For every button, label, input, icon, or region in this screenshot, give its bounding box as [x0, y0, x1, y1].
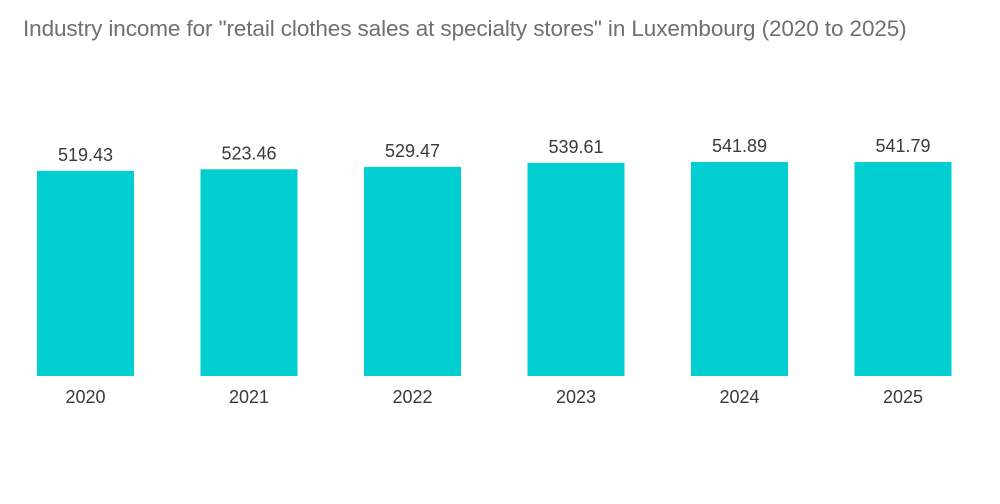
value-label-2024: 541.89 [712, 136, 767, 156]
bar-2025 [854, 162, 952, 376]
bar-2021 [200, 169, 298, 376]
value-label-2025: 541.79 [875, 136, 930, 156]
x-tick-label-2023: 2023 [556, 387, 596, 407]
value-label-2022: 529.47 [385, 141, 440, 161]
x-tick-label-2022: 2022 [392, 387, 432, 407]
value-label-2020: 519.43 [58, 145, 113, 165]
bars-group [37, 162, 952, 376]
bar-2020 [37, 170, 134, 376]
chart-title: Industry income for "retail clothes sale… [23, 16, 907, 41]
x-tick-label-2021: 2021 [229, 387, 269, 407]
x-tick-labels-group: 2020 2021 2022 2023 2024 2025 [65, 387, 923, 407]
x-tick-label-2020: 2020 [65, 387, 105, 407]
bar-2023 [527, 162, 625, 376]
bar-2022 [364, 166, 461, 376]
value-labels-group: 519.43 523.46 529.47 539.61 541.89 541.79 [58, 136, 931, 165]
bar-2024 [691, 162, 788, 376]
x-tick-label-2024: 2024 [719, 387, 759, 407]
value-label-2023: 539.61 [548, 137, 603, 157]
x-tick-label-2025: 2025 [883, 387, 923, 407]
value-label-2021: 523.46 [221, 143, 276, 163]
